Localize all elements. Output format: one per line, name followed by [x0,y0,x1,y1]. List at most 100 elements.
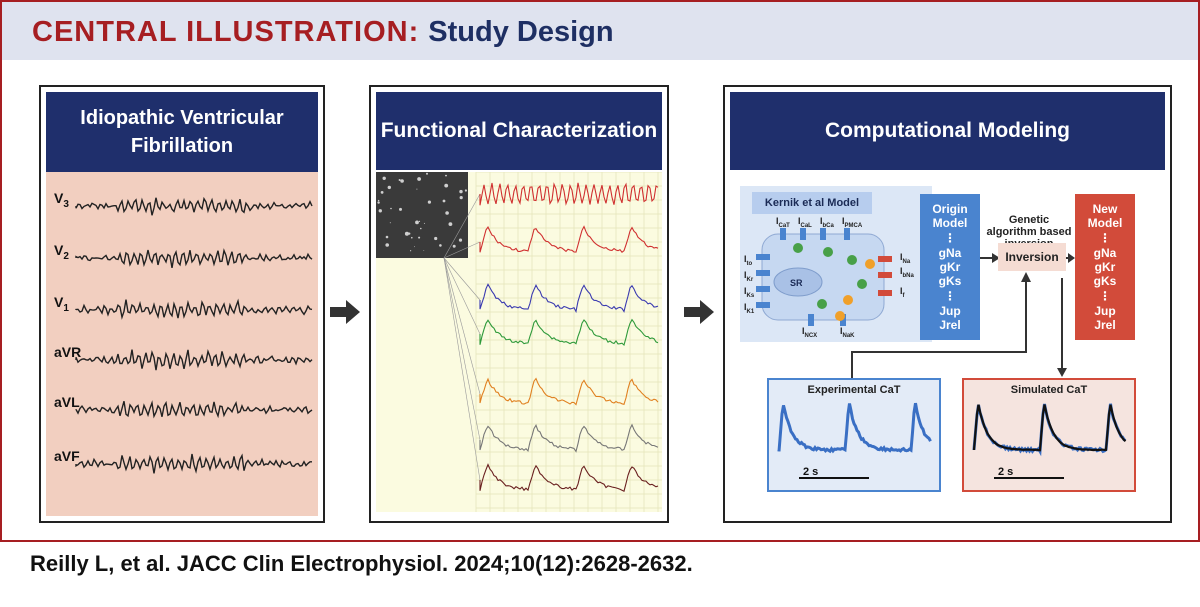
cell-spot [385,243,389,247]
simulated-cat-trace [972,403,1127,479]
lead-label-avl: aVL [54,394,80,410]
cell-spot [427,200,431,204]
experimental-cat-trace [777,402,932,479]
ecg-trace-line [75,453,312,474]
kernik-model-diagram: Kernik et al Model [740,186,932,342]
cell-diagram-icon: SR [756,228,892,326]
cell-spot [458,238,463,242]
cell-spot [448,222,453,226]
lead-connector [443,257,481,301]
cell-spot [442,199,446,203]
cell-spot [414,246,415,248]
cell-spot [459,196,463,200]
figure-label: CENTRAL ILLUSTRATION: [32,16,420,48]
cell-spot [378,209,382,213]
new-param: gKr [1094,260,1116,274]
calcium-trace-line [479,318,659,347]
new-model-column: New Model ⋮ gNa gKr gKs ⋮ Jup Jrel [1075,194,1135,340]
cell-spot [445,211,449,215]
new-param: gKs [1093,274,1117,288]
cat-trace-line [972,404,1127,452]
calcium-trace-line [479,225,659,253]
cell-spot [418,220,421,222]
lead-connector [443,257,481,481]
cell-spot [445,174,447,177]
figure-subtitle: Study Design [428,16,614,48]
ecg-trace-line [75,400,313,419]
cat-trace-line [777,402,932,454]
calcium-traces-plot [376,172,662,512]
panel-ivf-title-line2: Fibrillation [130,135,234,157]
cell-spot [415,220,419,225]
calcium-trace-line [479,377,659,406]
inversion-box: Inversion [998,243,1066,271]
lead-label-v2: V2 [54,242,69,262]
new-param: gNa [1093,246,1117,260]
figure-title: CENTRAL ILLUSTRATION: Study Design [32,16,614,49]
lead-label-v3: V3 [54,190,69,210]
new-param: Jrel [1094,318,1116,332]
cell-spot [380,191,384,194]
simulated-cat-box: Simulated CaT 2 s [962,378,1136,492]
cell-spot [408,232,411,235]
lead-label-v1: V1 [54,294,69,314]
new-param: Jup [1094,304,1116,318]
cell-spot [404,231,409,236]
cell-spot [418,236,421,239]
origin-param: gNa [938,246,962,260]
origin-model-label2: Model [932,216,968,230]
experimental-cat-box: Experimental CaT 2 s [767,378,941,492]
panel-modeling: Computational Modeling Kernik et al Mode… [723,85,1172,523]
cell-spot [439,244,442,247]
ecg-trace-line [75,196,313,216]
origin-model-label1: Origin [932,202,968,216]
cell-spot [382,176,386,180]
ecg-traces [75,196,313,474]
calcium-trace-line [479,182,659,206]
figure-frame: CENTRAL ILLUSTRATION: Study Design Idiop… [0,0,1200,542]
panel-ivf: Idiopathic Ventricular Fibrillation V3 V… [39,85,325,523]
experimental-scale-label: 2 s [803,466,819,478]
panel-functional-title: Functional Characterization [376,92,662,170]
lead-connector [443,241,481,259]
cell-spot [420,227,422,230]
lead-label-avr: aVR [54,344,82,360]
cell-spot [459,189,463,194]
ecg-strip: V3 V2 V1 aVR aVL aVF [46,172,318,516]
modeling-connectors [851,253,1075,378]
origin-model-column: Origin Model ⋮ gNa gKr gKs ⋮ Jup Jrel [920,194,980,340]
cell-spot [410,250,412,252]
panel-ivf-title: Idiopathic Ventricular Fibrillation [46,92,318,172]
cell-spot [411,236,413,239]
sr-label: SR [790,278,803,288]
cell-spot [377,201,380,204]
lead-connector [443,193,481,259]
simulated-scale-label: 2 s [998,466,1014,478]
cell-spot [389,222,391,224]
calcium-trace-line [479,283,659,314]
panel-ivf-title-line1: Idiopathic Ventricular [80,107,284,129]
cell-spot [400,179,404,183]
origin-param: Jrel [939,318,961,332]
calcium-trace-line [479,423,659,453]
arrow-right-icon [330,300,360,324]
panel-functional: Functional Characterization [369,85,669,523]
modeling-body: Kernik et al Model [730,174,1165,516]
cell-spot [377,199,380,202]
origin-param: gKs [938,274,962,288]
cell-spot [417,177,421,181]
ecg-trace-line [75,248,313,269]
cell-spot [444,183,449,188]
panel-modeling-title: Computational Modeling [730,92,1165,170]
cell-spot [416,188,418,190]
cell-spot [434,236,438,241]
microscopy-image [376,172,468,258]
cell-spot [426,172,428,175]
cell-spot [399,207,402,211]
experimental-cat-title: Experimental CaT [807,384,901,396]
arrow-right-icon [684,300,714,324]
cell-spot [464,189,467,192]
cell-spot [423,250,425,251]
header-bar: CENTRAL ILLUSTRATION: Study Design [2,2,1198,60]
cell-spot [398,179,401,181]
